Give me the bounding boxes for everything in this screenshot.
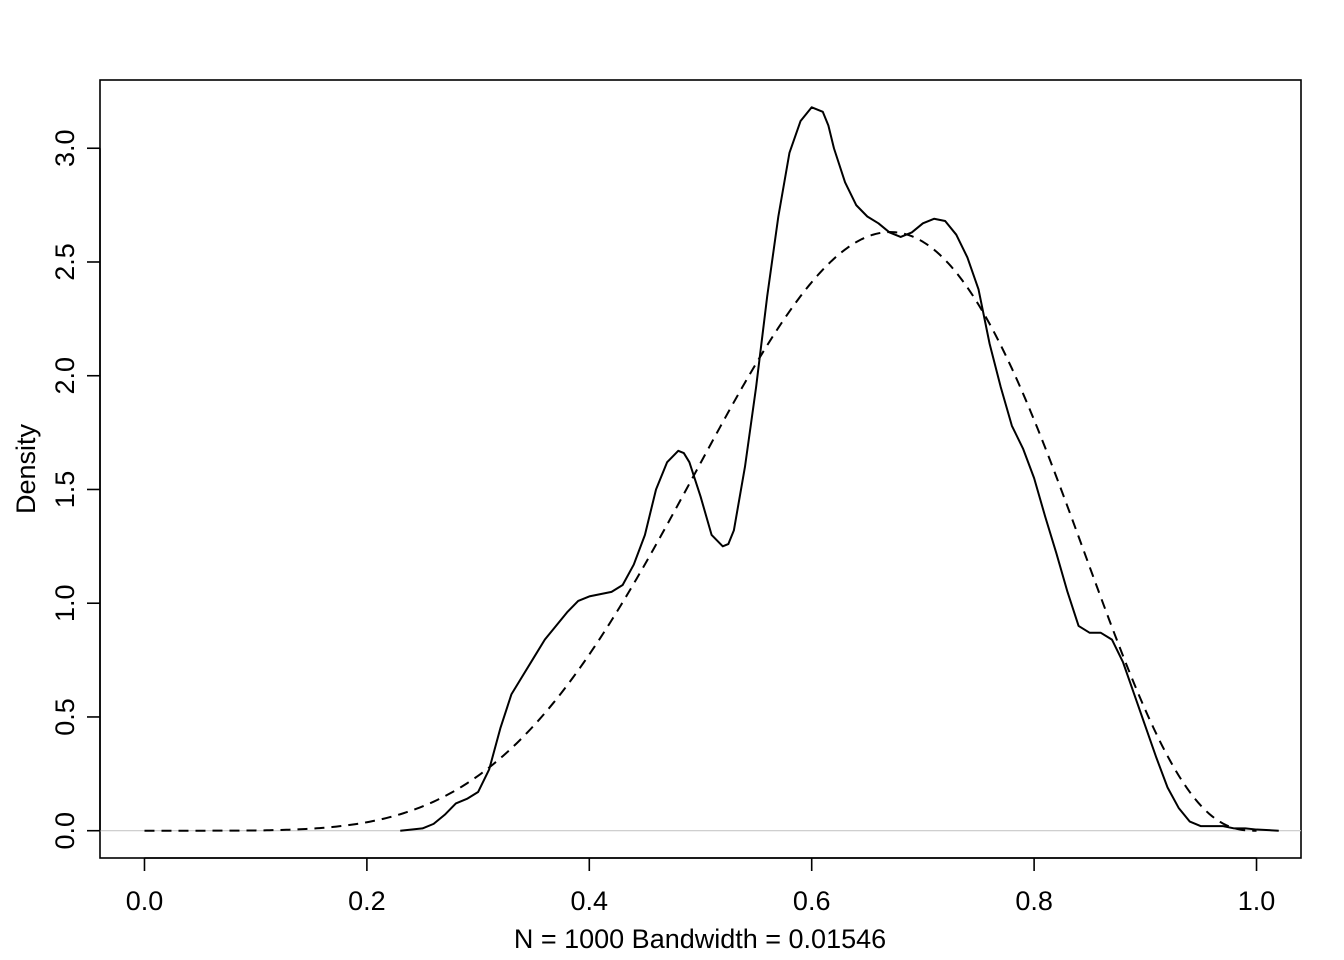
dashed-density-line [144, 231, 1257, 832]
y-tick-label: 1.5 [50, 471, 80, 509]
x-tick-label: 0.0 [126, 886, 164, 916]
x-tick-label: 0.6 [793, 886, 831, 916]
x-tick-label: 0.4 [571, 886, 609, 916]
series-layer [144, 106, 1279, 832]
y-tick-label: 3.0 [50, 129, 80, 167]
x-tick-label: 1.0 [1238, 886, 1276, 916]
y-axis-label: Density [11, 423, 41, 514]
y-tick-label: 0.5 [50, 698, 80, 736]
x-tick-label: 0.2 [348, 886, 386, 916]
y-tick-label: 1.0 [50, 584, 80, 622]
plot-frame [99, 79, 1302, 859]
y-tick-label: 2.0 [50, 357, 80, 395]
x-axis-label: N = 1000 Bandwidth = 0.01546 [514, 924, 886, 954]
solid-density-line [400, 106, 1279, 832]
y-axis: 0.0 0.5 1.0 1.5 2.0 2.5 3.0 [50, 129, 101, 850]
x-tick-label: 0.8 [1015, 886, 1053, 916]
x-axis: 0.0 0.2 0.4 0.6 0.8 1.0 [126, 857, 1276, 916]
y-tick-label: 0.0 [50, 812, 80, 850]
y-tick-label: 2.5 [50, 243, 80, 281]
